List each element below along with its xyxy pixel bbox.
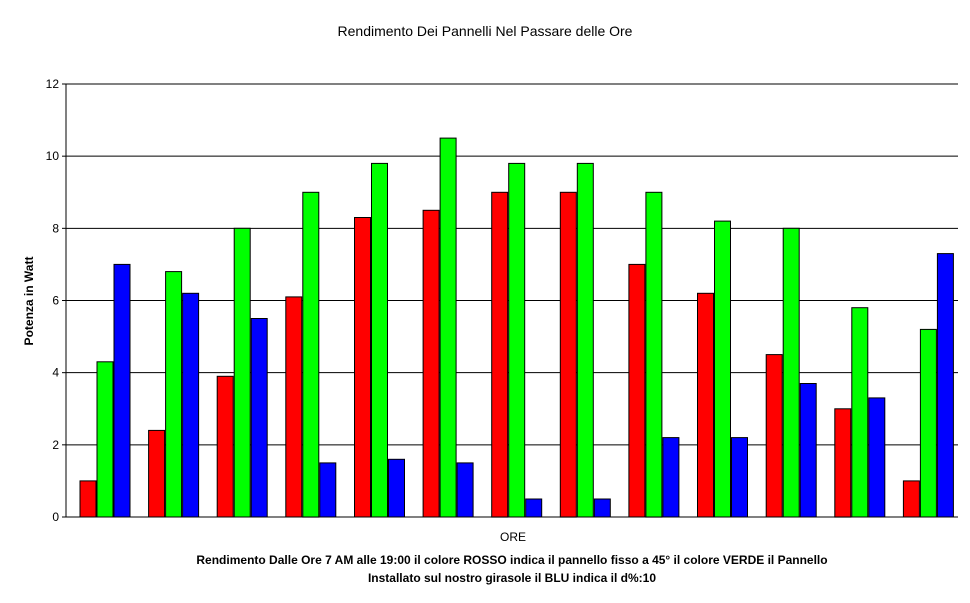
bar [765,354,783,518]
bar [868,397,886,518]
y-tick-label: 0 [52,510,59,524]
bar [628,263,646,518]
bar [593,498,611,518]
bar [250,318,268,518]
bar [799,383,817,518]
bar [165,271,183,518]
bars [79,137,954,518]
bar [936,253,954,518]
y-tick-label: 10 [46,149,60,163]
bar [96,361,114,518]
chart-title: Rendimento Dei Pannelli Nel Passare dell… [338,23,633,39]
bar [113,263,131,518]
bar [645,191,663,518]
caption-line-1: Rendimento Dalle Ore 7 AM alle 19:00 il … [196,553,827,567]
bar [456,462,474,518]
bar [662,437,680,518]
bar [559,191,577,518]
bar [319,462,337,518]
bar [388,458,405,518]
y-axis-label: Potenza in Watt [22,257,36,346]
y-tick-label: 4 [52,366,59,380]
bar [422,209,440,518]
caption-line-2: Installato sul nostro girasole il BLU in… [368,571,656,585]
bar [919,328,937,518]
y-tick-label: 6 [52,294,59,308]
bar [491,191,509,518]
bar [233,227,251,518]
y-tick-label: 8 [52,221,59,235]
y-tick-label: 12 [46,77,60,91]
bar [79,480,97,518]
x-axis-label: ORE [500,530,526,544]
bar [714,220,731,518]
bar [508,162,526,518]
bar [354,217,371,518]
bar [439,137,457,518]
bar [216,375,234,518]
bar [697,292,714,518]
y-axis-ticks: 0 2 4 6 8 10 12 [46,77,66,524]
bar [834,408,852,518]
bar [285,296,303,518]
bar [148,429,166,518]
bar [782,227,800,518]
bar [525,498,543,518]
bar [902,480,920,518]
bar [851,307,869,518]
bar [371,162,388,518]
bar [731,437,748,518]
bar [302,191,320,518]
bar [182,292,200,518]
bar [576,162,594,518]
y-tick-label: 2 [52,438,59,452]
